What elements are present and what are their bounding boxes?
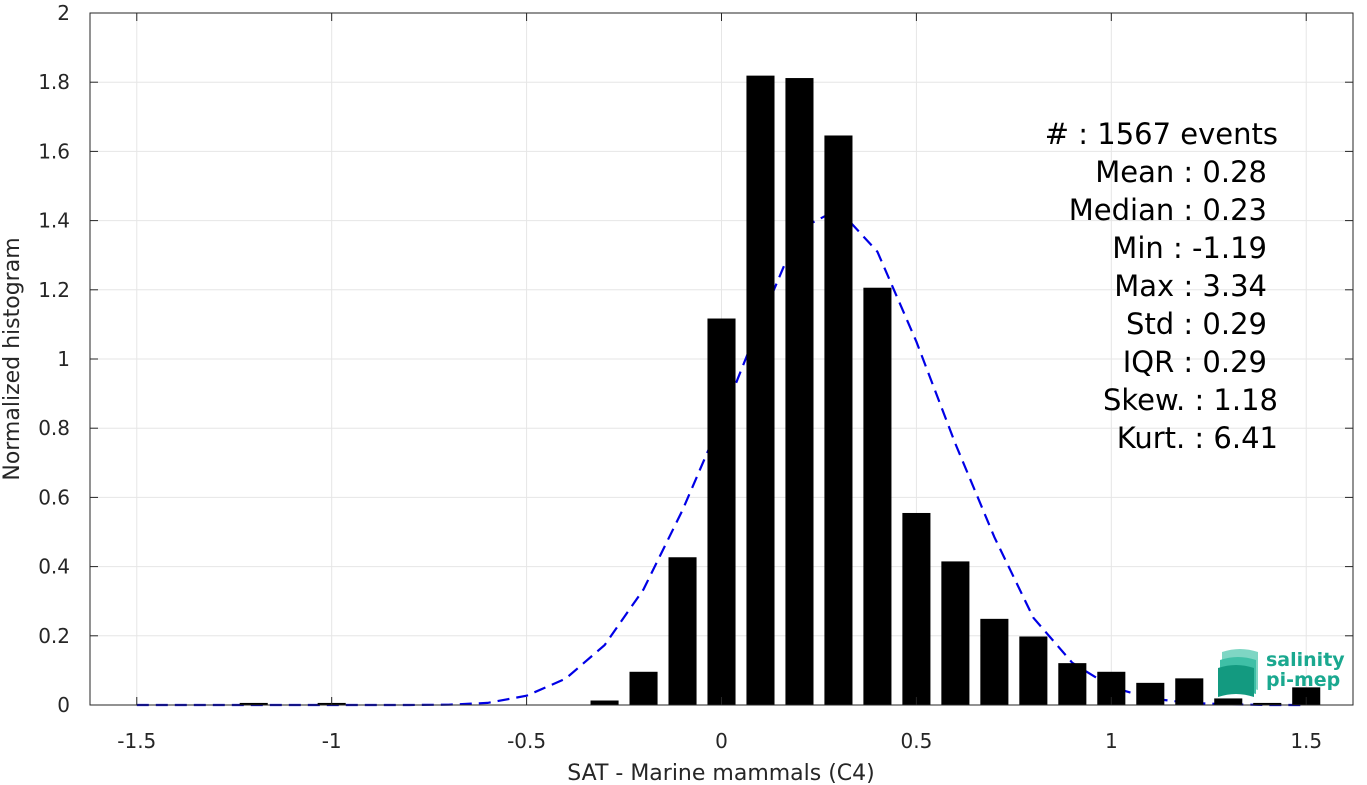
y-tick-label: 1.2	[38, 278, 70, 302]
histogram-bar	[1175, 678, 1204, 705]
histogram-bar	[707, 318, 736, 705]
x-tick-label: 0	[715, 729, 728, 753]
y-tick-label: 0.2	[38, 624, 70, 648]
y-tick-label: 1.4	[38, 209, 70, 233]
stat-std: Std : 0.29	[1126, 307, 1267, 341]
histogram-bar	[824, 135, 853, 705]
histogram-bar	[239, 702, 268, 705]
histogram-bar	[746, 75, 775, 706]
stat-kurt: Kurt. : 6.41	[1117, 421, 1278, 455]
logo-line1: salinity	[1266, 649, 1345, 671]
x-tick-label: 1.5	[1290, 729, 1322, 753]
y-tick-label: 1.8	[38, 70, 70, 94]
y-axis-label: Normalized histogram	[0, 237, 25, 480]
stat-count: # : 1567 events	[1045, 117, 1278, 151]
histogram-bars	[239, 75, 1321, 706]
stat-min: Min : -1.19	[1112, 231, 1267, 265]
histogram-bar	[629, 671, 658, 705]
x-tick-label: -1	[322, 729, 342, 753]
stat-max: Max : 3.34	[1114, 269, 1267, 303]
x-tick-label: -0.5	[507, 729, 546, 753]
histogram-bar	[1214, 698, 1243, 705]
x-tick-label: -1.5	[117, 729, 156, 753]
y-tick-label: 0.8	[38, 416, 70, 440]
stat-skew: Skew. : 1.18	[1103, 383, 1278, 417]
histogram-bar	[902, 512, 931, 705]
y-tick-label: 1.6	[38, 139, 70, 163]
stat-iqr: IQR : 0.29	[1123, 345, 1267, 379]
x-axis-label: SAT - Marine mammals (C4)	[567, 761, 875, 785]
histogram-bar	[1136, 682, 1165, 705]
y-tick-label: 1	[57, 347, 70, 371]
y-tick-label: 0	[57, 693, 70, 717]
y-tick-label: 0.4	[38, 555, 70, 579]
y-tick-label: 2	[57, 1, 70, 25]
x-tick-label: 0.5	[901, 729, 933, 753]
logo-wave-icon	[1218, 649, 1258, 697]
histogram-bar	[590, 700, 619, 705]
stat-median: Median : 0.23	[1069, 193, 1267, 227]
histogram-bar	[863, 287, 892, 705]
x-tick-label: 1	[1105, 729, 1118, 753]
histogram-bar	[785, 78, 814, 706]
histogram-bar	[1019, 636, 1048, 705]
histogram-bar	[1253, 702, 1282, 705]
x-axis-ticks: -1.5 -1 -0.5 0 0.5 1 1.5	[117, 13, 1322, 753]
histogram-bar	[1292, 687, 1321, 705]
y-tick-label: 0.6	[38, 485, 70, 509]
salinity-pi-mep-logo: salinity pi-mep	[1218, 649, 1345, 697]
stat-mean: Mean : 0.28	[1095, 155, 1267, 189]
histogram-bar	[1058, 663, 1087, 705]
histogram-bar	[941, 561, 970, 705]
histogram-bar	[668, 557, 697, 705]
stats-annotation: # : 1567 events Mean : 0.28 Median : 0.2…	[1045, 117, 1278, 455]
histogram-bar	[980, 618, 1009, 705]
y-axis-ticks: 0 0.2 0.4 0.6 0.8 1 1.2 1.4 1.6 1.8 2	[38, 1, 1353, 717]
logo-line2: pi-mep	[1266, 669, 1340, 691]
